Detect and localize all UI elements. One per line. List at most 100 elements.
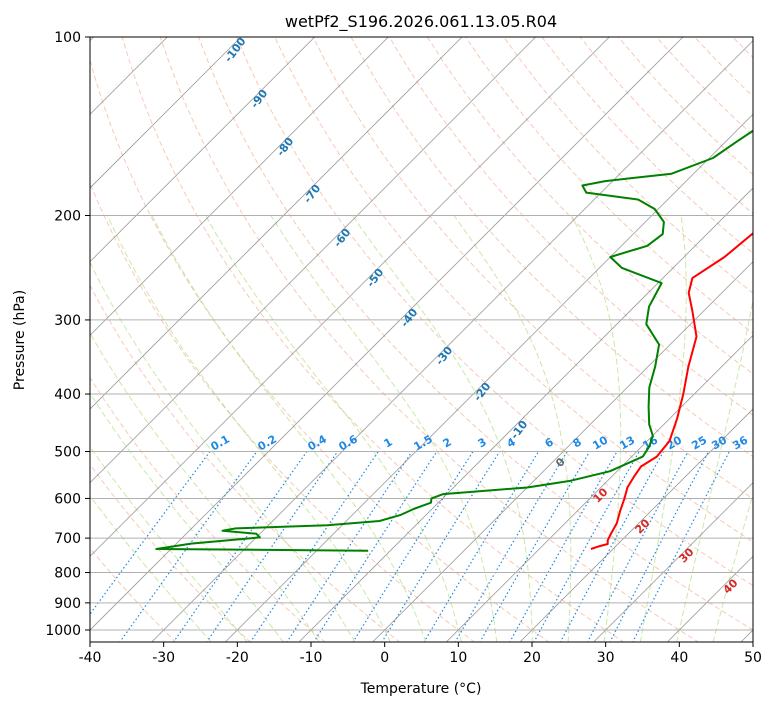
isotherm-label: -40 xyxy=(398,306,421,330)
isotherm-label: -50 xyxy=(364,266,387,290)
mixing-ratio-line xyxy=(172,451,308,642)
dry-adiabat-line xyxy=(90,57,550,642)
dewpoint-profile xyxy=(155,129,753,552)
isotherm-line xyxy=(298,187,753,642)
dry-adiabat-line xyxy=(388,37,753,416)
mixing-ratio-line xyxy=(381,451,501,642)
moist-adiabat-line xyxy=(90,445,248,642)
isotherm-label: -20 xyxy=(471,380,494,404)
isotherm-line xyxy=(519,408,753,642)
mixing-ratio-line xyxy=(249,451,379,642)
dry-adiabat-line xyxy=(121,37,625,642)
x-tick-label: 10 xyxy=(449,650,467,666)
y-tick-label: 300 xyxy=(54,313,81,329)
y-tick-label: 900 xyxy=(54,596,81,612)
mixing-ratio-line xyxy=(533,451,640,642)
y-tick-label: 1000 xyxy=(45,623,81,639)
moist-adiabat-line xyxy=(205,215,462,642)
x-tick-label: 50 xyxy=(744,650,762,666)
isotherm-line xyxy=(90,37,463,410)
y-tick-label: 400 xyxy=(54,387,81,403)
isopleth-labels: -100-90-80-70-60-50-40-30-20-100.1 0.2 0.4… xyxy=(209,35,751,597)
mixing-ratio-line xyxy=(632,451,730,642)
moist-adiabat-line xyxy=(639,215,687,642)
x-tick-label: -10 xyxy=(300,650,323,666)
x-tick-label: -30 xyxy=(152,650,175,666)
dry-adiabat-line xyxy=(159,37,700,642)
moist-adiabat-line xyxy=(90,495,212,642)
dry-adiabat-line xyxy=(656,37,753,137)
dry-adiabat-line xyxy=(90,284,401,642)
axes: -40 -30 -20 -10 0 10 20 30 40 5010020030040050060… xyxy=(45,30,762,666)
isotherm-line xyxy=(224,113,753,642)
dry-adiabat-line xyxy=(312,37,753,500)
isotherm-line xyxy=(90,37,536,484)
mixing-ratio-label: 0.1 xyxy=(209,432,232,453)
moist-adiabat-line xyxy=(712,492,753,642)
isotherm-label: -70 xyxy=(301,182,324,206)
dry-adiabat-line xyxy=(771,37,775,643)
moist-adiabat-label: 20 xyxy=(633,516,653,536)
mixing-ratio-line xyxy=(206,451,339,642)
mixing-ratio-line xyxy=(586,451,689,642)
mixing-ratio-line xyxy=(90,451,211,616)
y-tick-label: 100 xyxy=(54,30,81,46)
isotherm-line xyxy=(90,37,242,189)
moist-adiabat-line xyxy=(90,392,284,642)
moist-adiabat-label: 10 xyxy=(591,485,611,505)
isotherm-line xyxy=(445,334,753,642)
moist-adiabat-line xyxy=(151,215,427,642)
y-tick-label: 500 xyxy=(54,444,81,460)
moist-adiabat-line xyxy=(90,261,356,642)
dry-adiabat-line xyxy=(90,376,326,642)
mixing-ratio-line xyxy=(352,451,474,642)
moist-adiabat-line xyxy=(570,215,622,642)
moist-adiabat-line xyxy=(453,215,572,642)
dry-adiabat-line xyxy=(90,547,177,642)
mixing-ratio-line xyxy=(313,451,438,642)
plot-frame xyxy=(89,36,754,643)
mixing-ratio-label: 25 xyxy=(689,434,709,453)
mixing-ratio-label: 10 xyxy=(590,433,610,452)
background-lines xyxy=(90,37,775,643)
mixing-ratio-label: 36 xyxy=(730,433,750,452)
x-tick-label: -40 xyxy=(79,650,102,666)
x-axis-title: Temperature (°C) xyxy=(360,681,482,697)
dry-adiabat-line xyxy=(236,37,753,587)
dry-adiabat-line xyxy=(90,181,476,642)
mixing-ratio-line xyxy=(286,451,413,642)
moist-adiabat-line xyxy=(90,332,320,642)
isotherm-label: -60 xyxy=(331,226,354,250)
grid xyxy=(90,37,753,642)
moist-adiabat-line xyxy=(351,215,533,642)
mixing-ratio-line xyxy=(609,451,710,642)
isotherm-label: -80 xyxy=(274,135,297,159)
y-tick-label: 200 xyxy=(54,209,81,225)
mixing-ratio-line xyxy=(559,451,665,642)
mixing-ratio-label: 0.2 xyxy=(256,432,279,453)
isotherm-label: -30 xyxy=(433,344,456,368)
mixing-ratio-label: 0.4 xyxy=(306,432,330,453)
isotherm-label: -100 xyxy=(222,35,249,65)
isotherm-line xyxy=(90,37,610,557)
y-tick-label: 800 xyxy=(54,566,81,582)
y-axis-title: Pressure (hPa) xyxy=(12,290,28,390)
moist-adiabat-line xyxy=(270,215,498,642)
isotherm-line xyxy=(372,261,753,642)
mixing-ratio-label: 0.6 xyxy=(337,432,361,453)
dry-adiabat-line xyxy=(465,37,753,334)
isotherm-line xyxy=(593,482,753,642)
x-tick-label: 40 xyxy=(670,650,688,666)
mixing-ratio-label: 3 xyxy=(476,435,489,450)
y-tick-label: 700 xyxy=(54,531,81,547)
x-tick-label: 20 xyxy=(523,650,541,666)
mixing-ratio-line xyxy=(423,451,540,642)
profiles xyxy=(155,129,753,552)
x-tick-label: -20 xyxy=(226,650,249,666)
dry-adiabat-line xyxy=(198,37,753,631)
isotherm-line xyxy=(90,37,315,263)
mixing-ratio-label: 1 xyxy=(382,435,395,450)
chart-title: wetPf2_S196.2026.061.13.05.R04 xyxy=(285,12,557,32)
dry-adiabat-line xyxy=(274,37,753,543)
